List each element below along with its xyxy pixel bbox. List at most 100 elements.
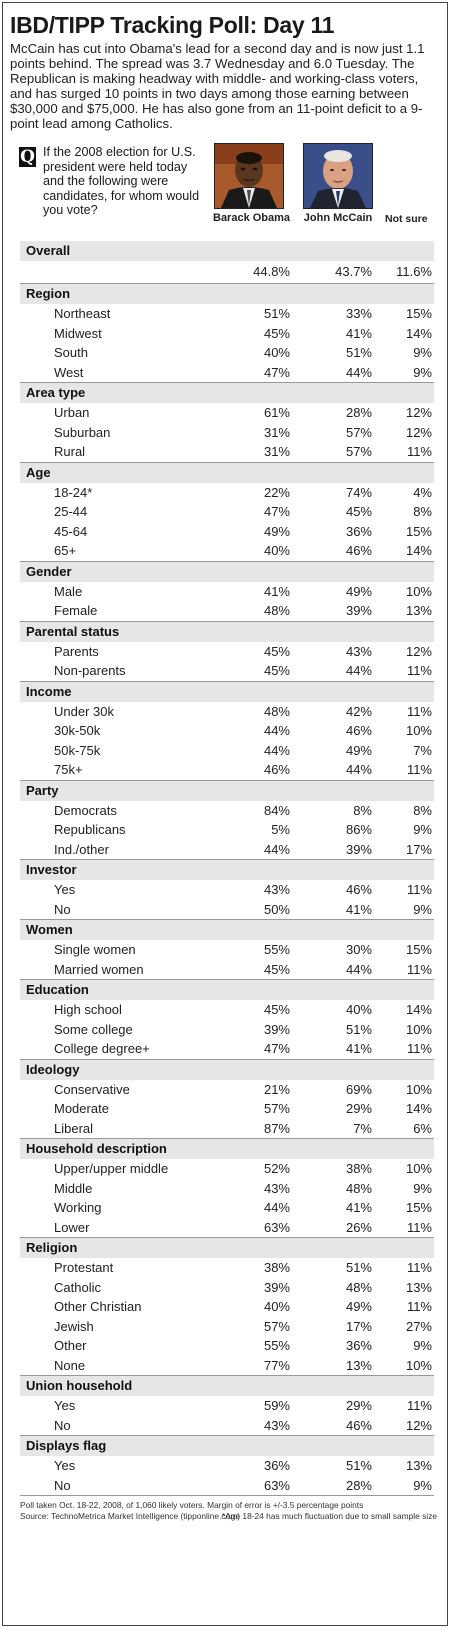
column-mccain: John McCain <box>303 212 373 224</box>
row-label: Rural <box>54 444 86 459</box>
obama-value: 57% <box>263 1101 290 1116</box>
obama-value: 40% <box>263 1299 290 1314</box>
mccain-value: 28% <box>345 405 372 420</box>
not-sure-value: 13% <box>405 1279 432 1295</box>
table-row: Under 30k 48% 42% 11% <box>20 702 434 722</box>
section-title: Parental status <box>20 621 434 642</box>
mccain-value: 46% <box>345 882 372 897</box>
table-row: Yes 43% 46% 11% <box>20 880 434 900</box>
table-row: 50k-75k 44% 49% 7% <box>20 741 434 761</box>
table-row: Urban 61% 28% 12% <box>20 403 434 423</box>
not-sure-value: 11% <box>406 882 432 897</box>
row-label: No <box>54 1417 71 1433</box>
row-label: Parents <box>54 643 99 659</box>
not-sure-value: 4% <box>413 484 432 500</box>
row-label: Catholic <box>54 1279 101 1295</box>
obama-value: 21% <box>263 1081 290 1097</box>
footer-note: *Age 18-24 has much fluctuation due to s… <box>221 1511 437 1521</box>
mccain-value: 40% <box>345 1002 372 1017</box>
section-displays-flag: Displays flag Yes 36% 51% 13% No 63% 28% 9% <box>20 1436 434 1496</box>
mccain-value: 29% <box>345 1101 372 1116</box>
row-label: Married women <box>54 961 144 977</box>
obama-value: 44% <box>263 1200 290 1215</box>
obama-value: 36% <box>263 1458 290 1473</box>
table-row: 45-64 49% 36% 15% <box>20 522 434 542</box>
table-row: 65+ 40% 46% 14% <box>20 541 434 561</box>
obama-value: 39% <box>263 1021 290 1037</box>
row-label: Under 30k <box>54 703 114 719</box>
table-row: Republicans 5% 86% 9% <box>20 820 434 840</box>
row-label: No <box>54 901 71 917</box>
mccain-value: 41% <box>345 1041 372 1056</box>
not-sure-value: 15% <box>405 942 432 957</box>
column-not-sure: Not sure <box>385 213 428 225</box>
not-sure-value: 15% <box>405 306 432 321</box>
row-label: Upper/upper middle <box>54 1161 169 1176</box>
table-row: Working 44% 41% 15% <box>20 1198 434 1218</box>
obama-value: 61% <box>263 405 290 420</box>
table-row: Jewish 57% 17% 27% <box>20 1317 434 1337</box>
obama-value: 44% <box>263 742 290 758</box>
section-title: Ideology <box>20 1059 434 1080</box>
row-label: Some college <box>54 1021 133 1037</box>
not-sure-value: 12% <box>405 424 432 440</box>
table-row: No 43% 46% 12% <box>20 1416 434 1436</box>
table-row: Northeast 51% 33% 15% <box>20 304 434 324</box>
obama-value: 39% <box>263 1279 290 1295</box>
table-row: Protestant 38% 51% 11% <box>20 1258 434 1278</box>
row-label: Other <box>54 1338 87 1353</box>
section-area-type: Area type Urban 61% 28% 12% Suburban 31% 57% 12%… <box>20 383 434 463</box>
row-label: West <box>54 364 84 380</box>
section-gender: Gender Male 41% 49% 10% Female 48% 39% 13% <box>20 561 434 622</box>
not-sure-value: 11% <box>406 663 432 678</box>
obama-value: 45% <box>263 643 290 659</box>
mccain-value: 8% <box>353 802 372 818</box>
section-title: Union household <box>20 1376 434 1396</box>
row-label: 45-64 <box>54 523 88 539</box>
obama-value: 44% <box>263 723 290 738</box>
not-sure-value: 11% <box>406 1219 432 1235</box>
section-title: Region <box>20 284 434 304</box>
obama-value: 43% <box>263 882 290 897</box>
not-sure-value: 10% <box>405 583 432 599</box>
not-sure-value: 11% <box>406 961 432 977</box>
row-label: No <box>54 1477 71 1493</box>
mccain-value: 41% <box>345 901 372 917</box>
not-sure-value: 11% <box>406 762 432 777</box>
row-label: Jewish <box>54 1318 94 1334</box>
table-row: 75k+ 46% 44% 11% <box>20 760 434 780</box>
obama-value: 84% <box>263 802 290 818</box>
not-sure-value: 11% <box>406 703 432 719</box>
table-row: Other Christian 40% 49% 11% <box>20 1297 434 1317</box>
section-title: Education <box>20 980 434 1000</box>
question-icon: Q <box>19 147 36 167</box>
row-label: 75k+ <box>54 762 83 777</box>
row-label: 65+ <box>54 543 77 558</box>
mccain-value: 41% <box>345 325 372 341</box>
row-label: Lower <box>54 1219 90 1235</box>
row-label: 18-24* <box>54 484 93 500</box>
obama-value: 5% <box>271 822 290 837</box>
not-sure-value: 9% <box>413 901 432 917</box>
row-label: Suburban <box>54 424 111 440</box>
row-label: Male <box>54 583 83 599</box>
section-parental-status: Parental status Parents 45% 43% 12% Non-paren… <box>20 621 434 682</box>
table-row: Yes 36% 51% 13% <box>20 1456 434 1476</box>
row-label: Single women <box>54 942 136 957</box>
not-sure-value: 14% <box>405 1002 432 1017</box>
obama-value: 40% <box>263 543 290 558</box>
not-sure-value: 11% <box>406 1260 432 1275</box>
mccain-value: 29% <box>345 1398 372 1413</box>
section-religion: Religion Protestant 38% 51% 11% Catholic 39% 48… <box>20 1238 434 1376</box>
table-row: No 63% 28% 9% <box>20 1476 434 1496</box>
mccain-value: 44% <box>345 663 372 678</box>
not-sure-value: 13% <box>405 1458 432 1473</box>
table-row: Lower 63% 26% 11% <box>20 1218 434 1238</box>
obama-value: 41% <box>263 583 290 599</box>
section-overall: Overall 44.8% 43.7% 11.6% <box>20 241 434 284</box>
table-row: High school 45% 40% 14% <box>20 1000 434 1020</box>
section-education: Education High school 45% 40% 14% Some colleg… <box>20 980 434 1060</box>
obama-value: 77% <box>263 1357 290 1373</box>
mccain-value: 46% <box>345 723 372 738</box>
mccain-value: 26% <box>345 1219 372 1235</box>
